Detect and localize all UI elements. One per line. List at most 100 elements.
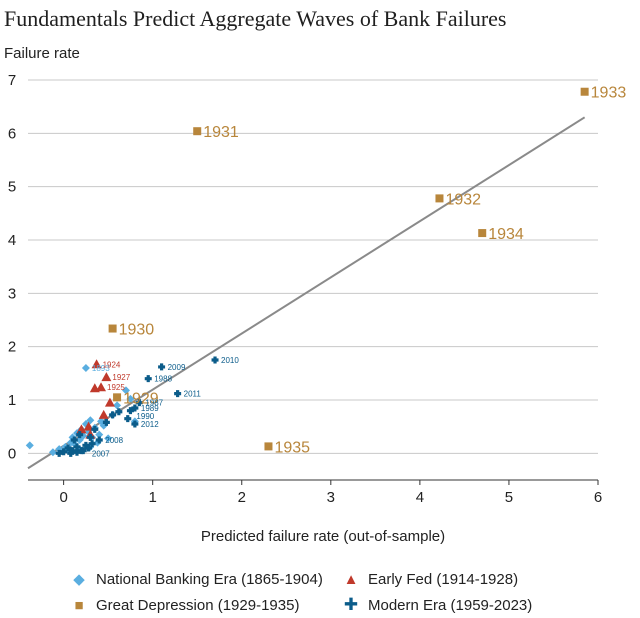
legend-item-national-banking: ◆ National Banking Era (1865-1904): [68, 570, 340, 589]
data-point-square: [435, 194, 444, 203]
data-point-plus: [82, 441, 90, 449]
data-point-plus: [126, 407, 134, 415]
plus-icon: ✚: [343, 595, 359, 614]
data-point-diamond: [81, 364, 90, 372]
legend-item-great-depression: ■ Great Depression (1929-1935): [68, 597, 340, 614]
data-label: 2009: [168, 363, 186, 372]
data-point-plus: [67, 449, 75, 457]
data-point-diamond: [25, 441, 34, 450]
data-label: 1988: [154, 375, 172, 384]
data-label: 1990: [136, 412, 154, 421]
x-tick-label: 4: [416, 489, 424, 506]
data-label: 1929: [123, 390, 159, 407]
diamond-icon: ◆: [73, 571, 85, 588]
fit-line: [27, 116, 586, 470]
data-point-triangle: [96, 382, 107, 392]
data-label: 1931: [203, 124, 239, 141]
data-point-plus: [115, 408, 123, 416]
legend-label: Modern Era (1959-2023): [368, 596, 533, 614]
data-point-plus: [102, 418, 110, 426]
data-point-plus: [124, 415, 132, 423]
legend: ◆ National Banking Era (1865-1904) ▲ Ear…: [68, 566, 628, 618]
data-label: 1893: [92, 364, 110, 373]
data-point-diamond: [126, 394, 135, 403]
data-point-triangle: [98, 409, 109, 419]
data-point-plus: [88, 440, 96, 448]
data-point-plus: [76, 431, 84, 439]
data-point-plus: [211, 356, 219, 364]
data-label: 1927: [112, 373, 130, 382]
data-point-plus: [79, 447, 87, 455]
data-point-diamond: [48, 448, 57, 457]
data-point-diamond: [104, 434, 113, 443]
triangle-icon: ▲: [343, 570, 359, 588]
data-point-plus: [144, 375, 152, 383]
y-tick-label: 1: [8, 392, 16, 409]
y-tick-label: 6: [8, 125, 16, 142]
data-point-triangle: [83, 421, 94, 431]
legend-item-early-fed: ▲ Early Fed (1914-1928): [340, 571, 612, 588]
data-point-triangle: [101, 372, 112, 382]
data-point-square: [193, 127, 202, 136]
data-label: 1925: [107, 383, 125, 392]
x-tick-label: 0: [59, 489, 67, 506]
x-tick-label: 5: [505, 489, 513, 506]
data-point-plus: [73, 443, 81, 451]
data-point-plus: [60, 448, 68, 456]
data-label: 2012: [141, 420, 159, 429]
data-point-triangle: [104, 397, 115, 407]
data-point-plus: [135, 399, 143, 407]
y-tick-label: 5: [8, 179, 16, 196]
legend-label: National Banking Era (1865-1904): [96, 570, 323, 588]
data-point-plus: [131, 404, 139, 412]
chart-title: Fundamentals Predict Aggregate Waves of …: [4, 6, 507, 31]
data-point-triangle: [76, 424, 87, 434]
y-tick-label: 3: [8, 285, 16, 302]
data-point-diamond: [121, 386, 130, 395]
data-point-plus: [91, 425, 99, 433]
data-point-plus: [85, 444, 93, 452]
data-label: 2007: [92, 449, 110, 458]
y-tick-label: 0: [8, 445, 16, 462]
data-point-plus: [95, 436, 103, 444]
data-point-square: [478, 229, 487, 238]
scatter-chart: 0 1 2 3 4 5 6 7 0 1 2 3 4 5 6 Failure rate Predicted fai…: [4, 45, 627, 545]
data-point-plus: [70, 436, 78, 444]
data-point-plus: [64, 444, 72, 452]
data-point-triangle: [91, 359, 102, 369]
data-point-plus: [69, 447, 77, 455]
x-tick-label: 6: [594, 489, 602, 506]
data-label: 2008: [105, 436, 123, 445]
data-point-square: [264, 442, 273, 451]
data-point-square: [113, 393, 122, 402]
data-label: 1935: [274, 439, 310, 456]
square-icon: ■: [74, 596, 84, 614]
data-label: 1930: [119, 322, 155, 339]
data-label: 2010: [221, 356, 239, 365]
y-tick-label: 4: [8, 232, 16, 249]
y-tick-label: 2: [8, 339, 16, 356]
data-label: 1924: [103, 360, 121, 369]
x-axis-label: Predicted failure rate (out-of-sample): [201, 528, 445, 545]
data-label: 1934: [488, 226, 524, 243]
legend-label: Early Fed (1914-1928): [368, 570, 519, 588]
x-tick-label: 2: [238, 489, 246, 506]
data-point-plus: [73, 448, 81, 456]
data-point-square: [580, 87, 589, 96]
x-tick-label: 3: [327, 489, 335, 506]
y-axis-label: Failure rate: [4, 45, 80, 62]
y-tick-label: 7: [8, 72, 16, 89]
data-point-plus: [174, 390, 182, 398]
data-point-diamond: [113, 401, 122, 410]
legend-item-modern-era: ✚ Modern Era (1959-2023): [340, 595, 612, 615]
data-point-square: [108, 324, 117, 333]
data-label: 1987: [145, 399, 163, 408]
data-point-plus: [131, 420, 139, 428]
data-point-plus: [109, 411, 117, 419]
data-label: 1932: [445, 191, 481, 208]
data-label: 1933: [591, 85, 627, 102]
data-label: 2011: [184, 390, 202, 399]
data-label: 1989: [141, 404, 159, 413]
data-point-plus: [158, 363, 166, 371]
x-tick-label: 1: [149, 489, 157, 506]
